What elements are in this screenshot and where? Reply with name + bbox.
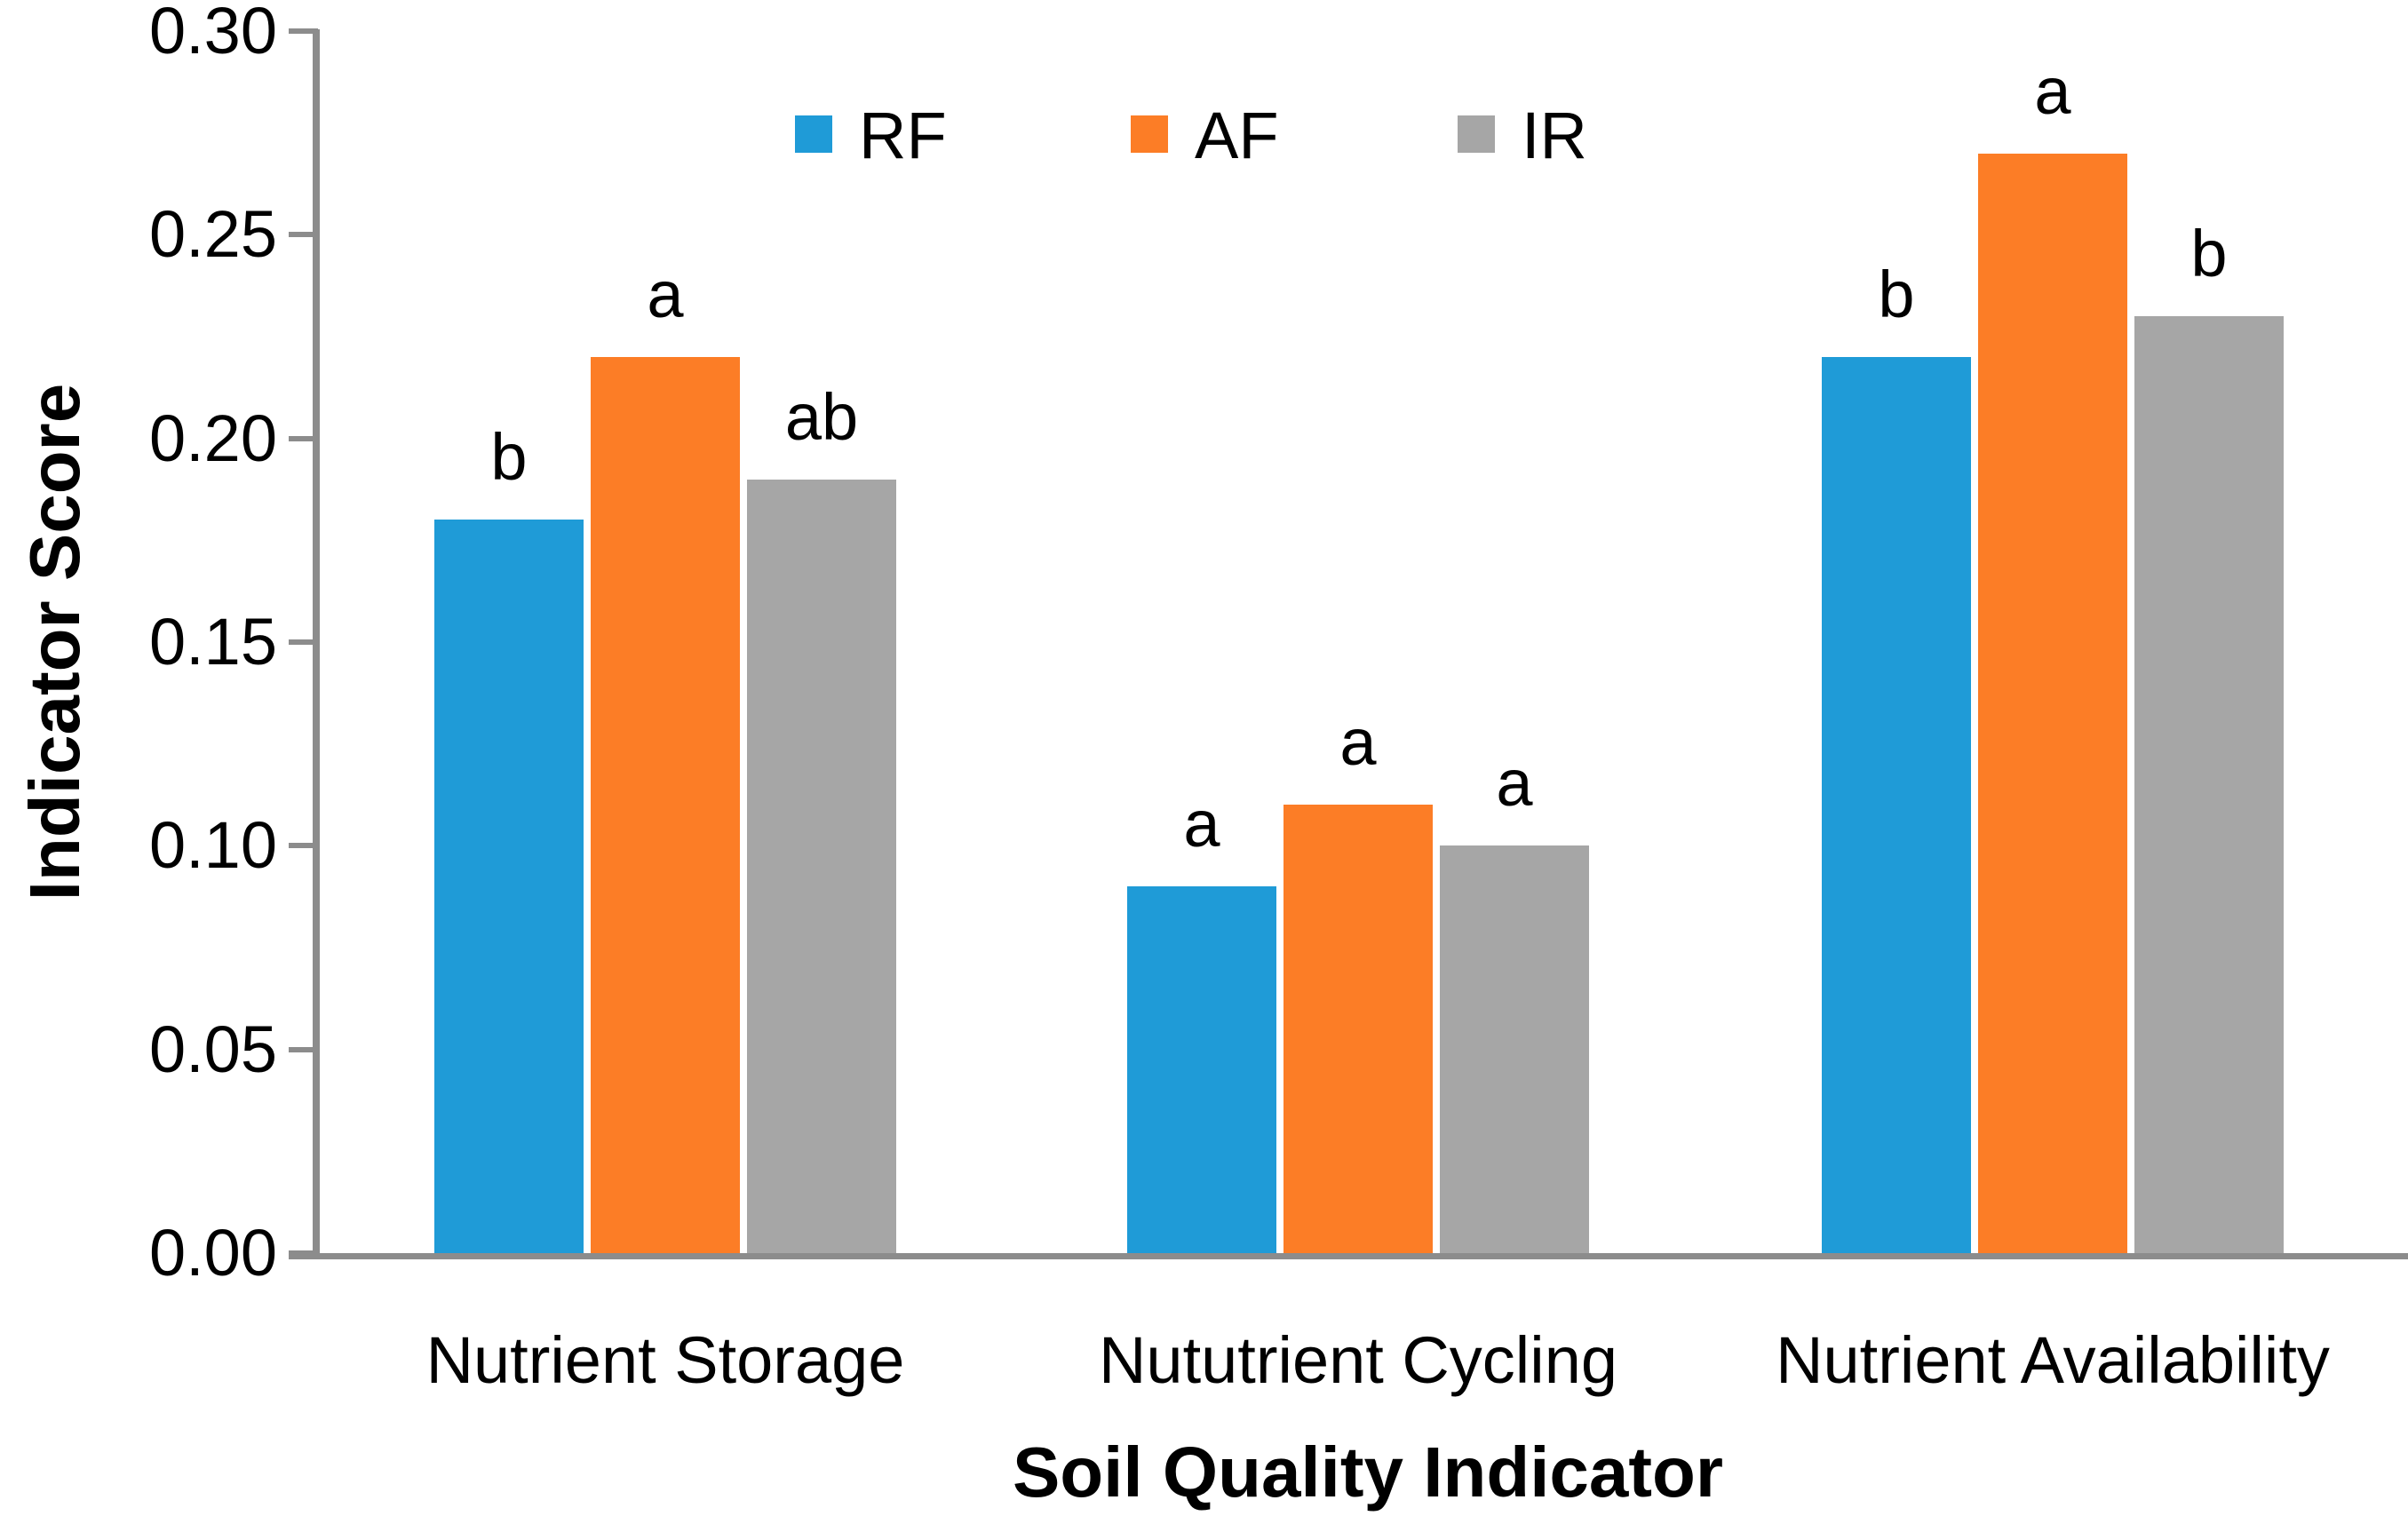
significance-letter: a [1496, 746, 1533, 821]
y-tick [289, 28, 318, 34]
bar-RF-2 [1127, 886, 1276, 1253]
legend-swatch-AF [1131, 115, 1168, 153]
significance-letter: b [490, 420, 528, 495]
bar-IR-2 [1440, 845, 1589, 1253]
y-tick-label: 0.15 [148, 605, 277, 679]
y-tick [289, 843, 318, 849]
y-tick [289, 639, 318, 645]
legend-swatch-RF [795, 115, 832, 153]
y-tick [289, 232, 318, 238]
bar-IR-3 [2134, 316, 2284, 1253]
significance-letter: a [2034, 53, 2071, 128]
legend-label-RF: RF [859, 99, 947, 172]
x-axis-line [289, 1253, 2408, 1259]
x-category-label: Nutrient Availability [1776, 1323, 2330, 1397]
significance-letter: ab [784, 379, 859, 454]
bar-RF-1 [434, 520, 584, 1253]
y-tick-label: 0.00 [148, 1216, 277, 1290]
x-axis-title: Soil Quality Indicator [1012, 1433, 1724, 1512]
bar-AF-2 [1283, 805, 1433, 1253]
significance-letter: a [647, 257, 684, 331]
significance-letter: b [1878, 257, 1915, 331]
y-tick-label: 0.25 [148, 197, 277, 272]
y-tick [289, 1046, 318, 1052]
significance-letter: a [1183, 787, 1220, 861]
bar-AF-1 [591, 356, 740, 1253]
significance-letter: b [2190, 217, 2228, 291]
bar-IR-1 [747, 479, 896, 1253]
y-tick-label: 0.05 [148, 1012, 277, 1086]
legend-swatch-IR [1458, 115, 1495, 153]
x-category-label: Nututrient Cycling [1098, 1323, 1617, 1397]
legend-label-IR: IR [1522, 99, 1587, 172]
bar-RF-3 [1822, 356, 1971, 1253]
y-tick-label: 0.30 [148, 0, 277, 67]
x-category-label: Nutrient Storage [425, 1323, 905, 1397]
legend-label-AF: AF [1195, 99, 1279, 172]
bar-AF-3 [1978, 153, 2127, 1253]
y-tick [289, 435, 318, 441]
y-tick-label: 0.20 [148, 401, 277, 475]
significance-letter: a [1339, 705, 1377, 780]
y-tick-label: 0.10 [148, 808, 277, 883]
